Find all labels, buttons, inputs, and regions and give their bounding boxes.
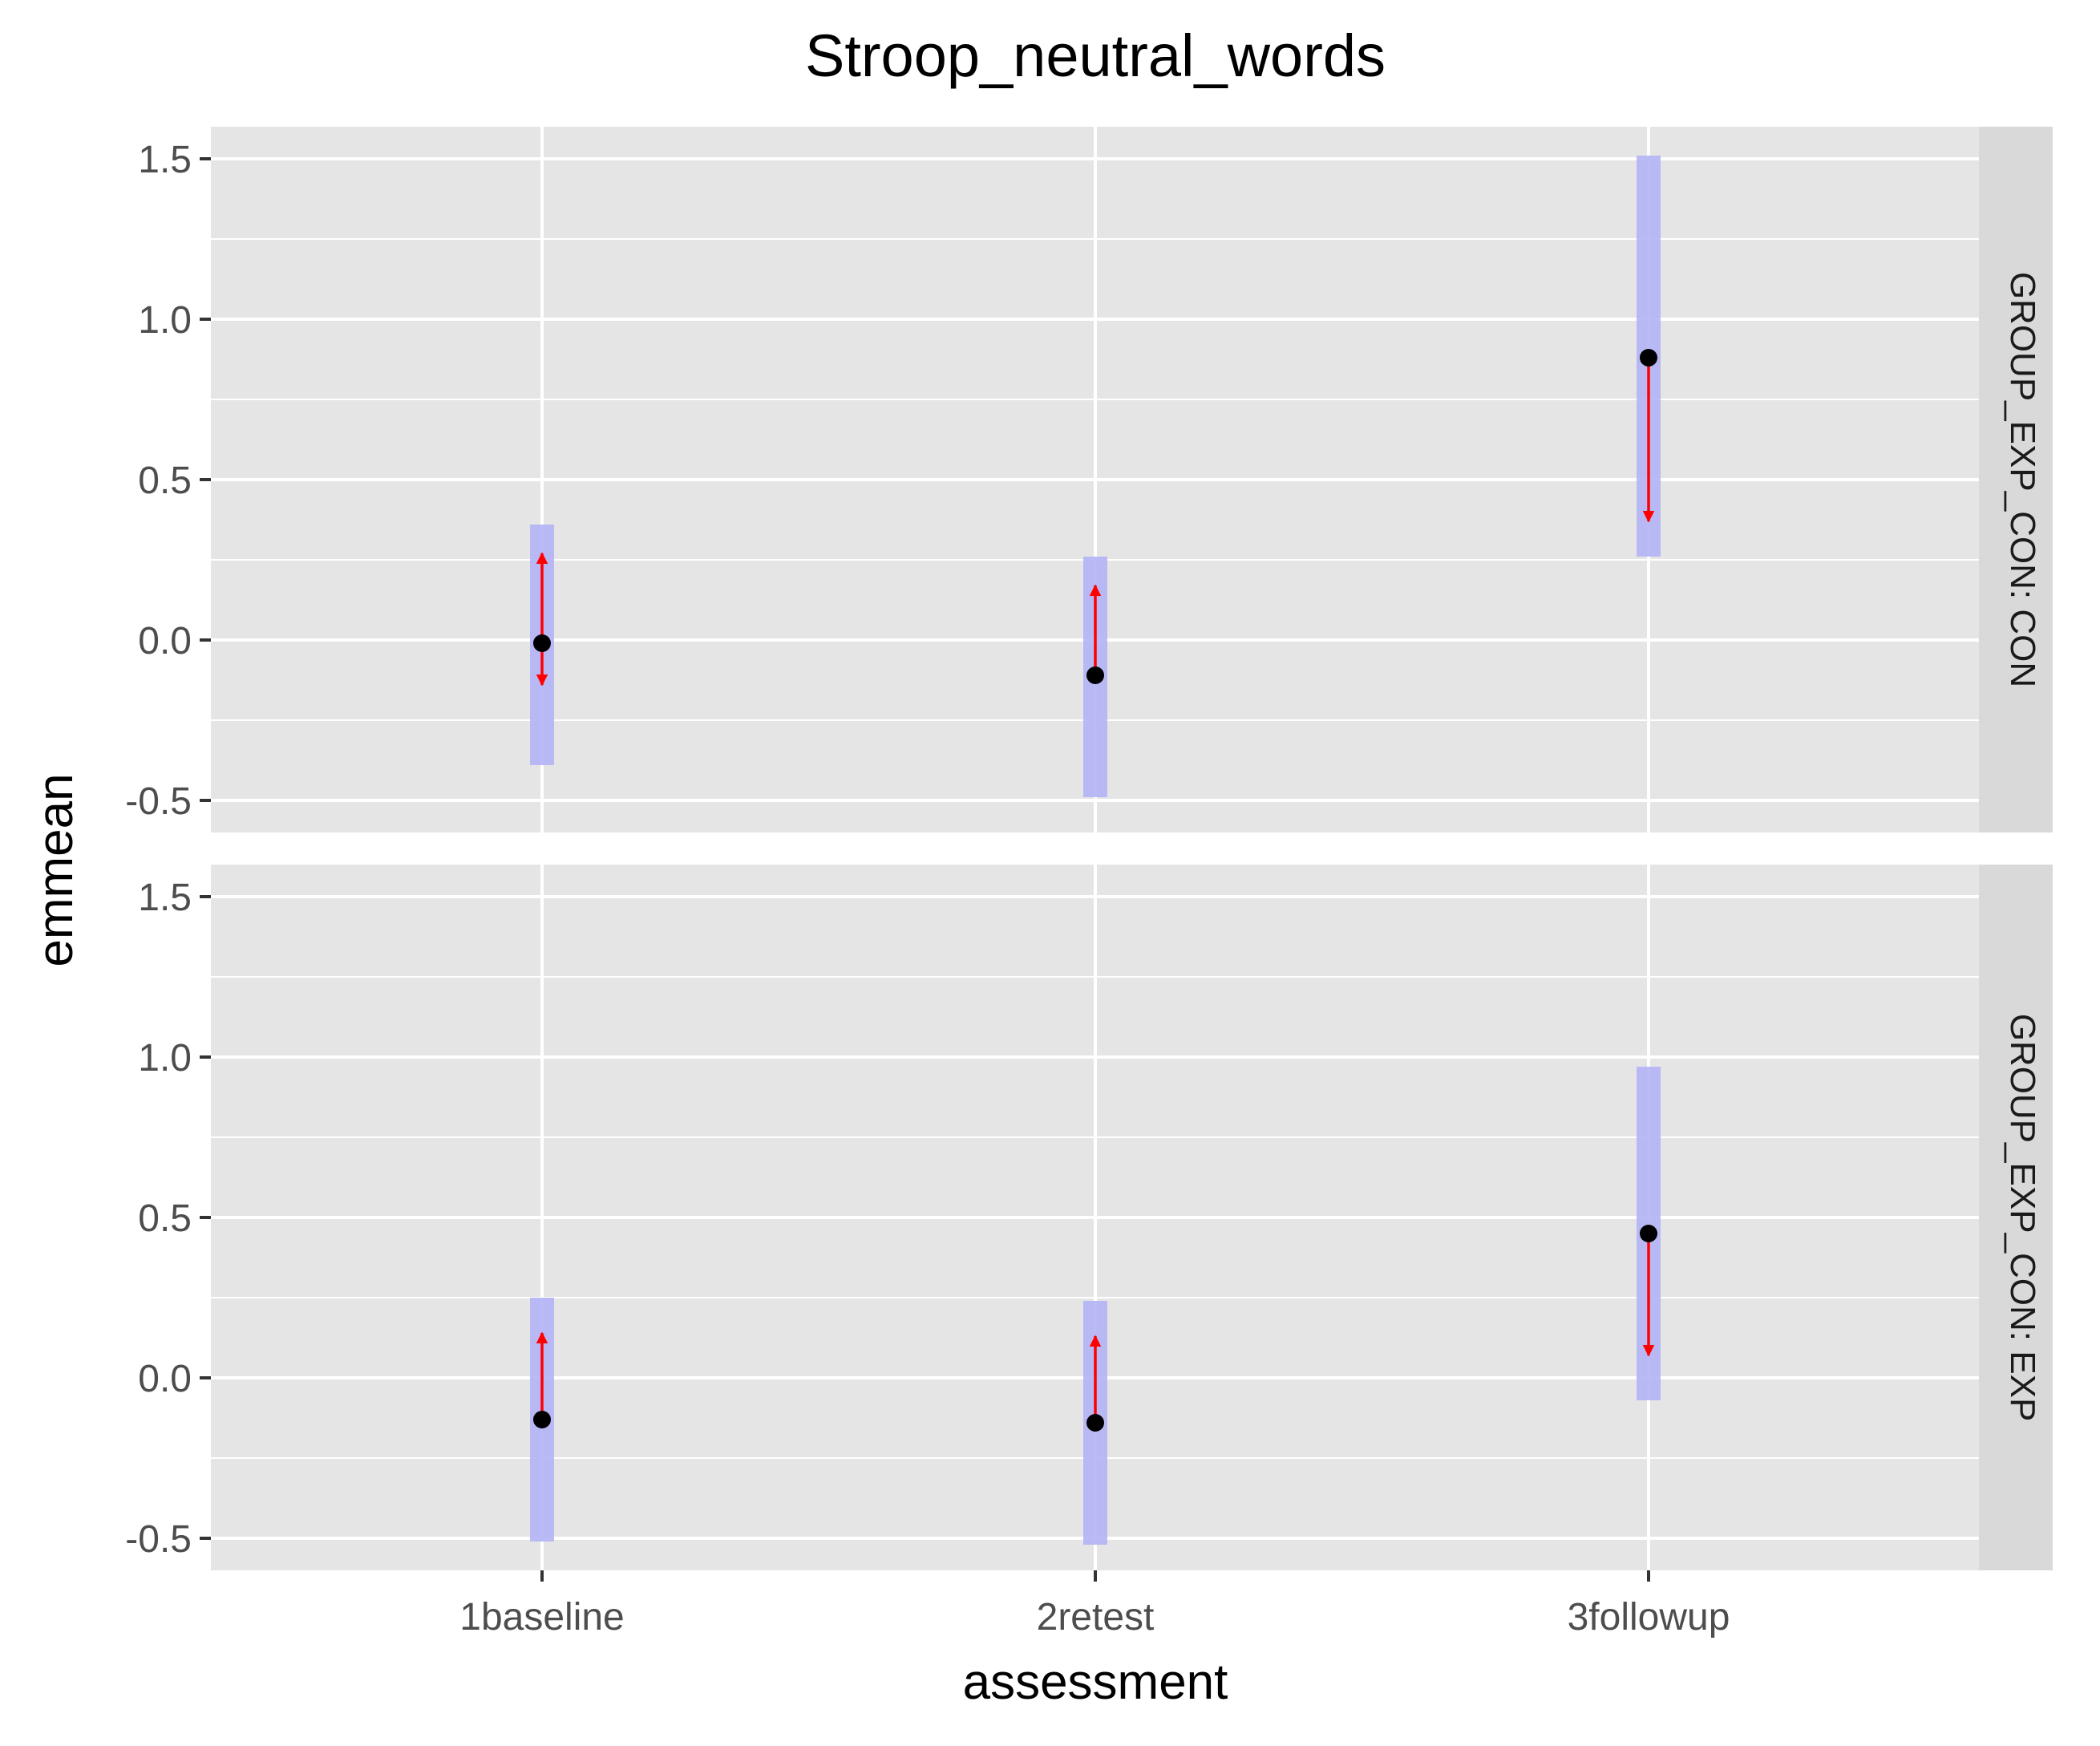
y-tick-label: 1.5 bbox=[138, 877, 192, 919]
x-tick-label: 1baseline bbox=[459, 1596, 625, 1639]
y-tick-label: 0.5 bbox=[138, 1197, 192, 1240]
emmean-point bbox=[533, 634, 551, 652]
strip-label: GROUP_EXP_CON: CON bbox=[2003, 272, 2042, 687]
y-tick-label: -0.5 bbox=[125, 1518, 192, 1561]
y-axis-label: emmean bbox=[28, 773, 83, 966]
emmean-point bbox=[1640, 349, 1657, 367]
strip-background bbox=[1979, 865, 2053, 1570]
x-axis-label: assessment bbox=[963, 1655, 1228, 1710]
x-tick-label: 3followup bbox=[1568, 1596, 1730, 1639]
facet-panels: -0.5 0.0 0.5 1.0 1.5 GROUP_EXP_CON: CON -0.5 0.… bbox=[125, 127, 2053, 1570]
y-tick-label: 0.0 bbox=[138, 620, 192, 662]
y-tick-label: 1.0 bbox=[138, 1037, 192, 1080]
y-tick-label: 1.0 bbox=[138, 299, 192, 342]
x-tick-label: 2retest bbox=[1037, 1596, 1155, 1639]
strip-background bbox=[1979, 127, 2053, 832]
emmean-point bbox=[1086, 666, 1104, 684]
facet-panel-1: -0.5 0.0 0.5 1.0 1.5 GROUP_EXP_CON: CON bbox=[125, 127, 2053, 832]
y-tick-label: 1.5 bbox=[138, 139, 192, 181]
x-axis: 1baseline 2retest 3followup bbox=[459, 1570, 1730, 1639]
emmean-point bbox=[1640, 1225, 1657, 1242]
strip-label: GROUP_EXP_CON: EXP bbox=[2003, 1014, 2042, 1422]
y-tick-label: -0.5 bbox=[125, 780, 192, 823]
y-tick-label: 0.0 bbox=[138, 1358, 192, 1400]
emmean-point bbox=[533, 1411, 551, 1428]
facet-panel-2: -0.5 0.0 0.5 1.0 1.5 GROUP_EXP_CON: EXP bbox=[125, 865, 2053, 1570]
chart-title: Stroop_neutral_words bbox=[805, 22, 1386, 89]
y-tick-label: 0.5 bbox=[138, 460, 192, 502]
emmean-point bbox=[1086, 1414, 1104, 1432]
